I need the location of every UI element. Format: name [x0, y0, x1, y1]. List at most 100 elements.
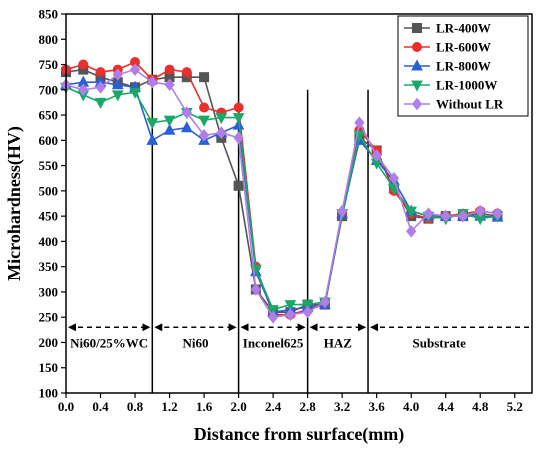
data-point — [405, 206, 418, 218]
data-point — [78, 59, 89, 70]
data-point — [94, 97, 107, 110]
legend-item: LR-400W — [404, 21, 491, 36]
y-tick-label: 800 — [39, 32, 59, 47]
legend-item: LR-800W — [404, 59, 491, 74]
x-tick-label: 0.4 — [92, 399, 109, 414]
x-tick-label: 0.0 — [58, 399, 74, 414]
data-point — [412, 23, 422, 33]
data-point — [164, 64, 175, 75]
data-point — [111, 78, 124, 90]
data-point — [147, 75, 158, 89]
legend-item: LR-1000W — [404, 78, 497, 93]
y-tick-label: 450 — [39, 209, 59, 224]
data-point — [411, 80, 423, 92]
data-point — [457, 209, 469, 223]
data-point — [129, 63, 141, 76]
y-axis-title: Microhardness(HV) — [4, 126, 25, 281]
region-label: Inconel625 — [243, 335, 304, 350]
legend-label: Without LR — [436, 97, 504, 112]
axes-frame — [65, 13, 533, 394]
data-point — [301, 300, 314, 312]
data-point — [492, 207, 503, 220]
data-point — [412, 42, 422, 52]
data-point — [198, 115, 210, 127]
data-point — [146, 118, 159, 130]
y-tick-label: 350 — [39, 259, 59, 274]
series-layer — [60, 57, 504, 324]
data-point — [411, 97, 423, 111]
series-without-lr — [60, 63, 503, 324]
x-tick-label: 1.2 — [161, 399, 177, 414]
region-annotations: Ni60/25%WC Ni60 Inconel625 HAZ Substrate — [68, 14, 529, 393]
data-point — [411, 59, 423, 71]
legend-label: LR-1000W — [436, 78, 497, 93]
data-point — [180, 121, 193, 133]
y-tick-label: 400 — [39, 234, 59, 249]
data-point — [181, 106, 192, 119]
data-point — [111, 90, 124, 102]
data-point — [164, 78, 175, 92]
data-point — [216, 126, 227, 140]
legend-label: LR-600W — [436, 40, 491, 55]
data-point — [354, 116, 365, 129]
legend: LR-400W LR-600W LR-800W LR-1000W Without LR — [397, 15, 529, 117]
data-point — [199, 72, 210, 83]
data-point — [163, 123, 176, 135]
data-point — [112, 68, 123, 81]
y-tick-label: 200 — [39, 335, 59, 350]
y-tick-label: 850 — [39, 7, 59, 22]
data-point — [267, 310, 279, 324]
legend-item: LR-600W — [404, 40, 491, 55]
data-point — [250, 283, 261, 296]
x-tick-label: 2.8 — [300, 399, 317, 414]
data-point — [337, 204, 348, 218]
data-point — [215, 113, 228, 125]
x-tick-label: 4.0 — [403, 399, 419, 414]
y-tick-label: 600 — [39, 133, 59, 148]
x-tick-label: 3.6 — [369, 399, 386, 414]
y-tick-label: 100 — [39, 386, 59, 401]
y-tick-label: 300 — [39, 284, 59, 299]
data-point — [199, 102, 210, 113]
x-tick-label: 3.2 — [334, 399, 350, 414]
data-point — [267, 305, 279, 317]
region-label: Substrate — [413, 335, 467, 350]
y-tick-label: 550 — [39, 158, 59, 173]
data-point — [423, 207, 434, 220]
y-tick-label: 650 — [39, 108, 59, 123]
data-point — [475, 204, 486, 218]
data-point — [146, 133, 159, 145]
data-point — [198, 128, 210, 142]
x-tick-label: 0.8 — [127, 399, 144, 414]
region-label: HAZ — [324, 335, 353, 350]
data-point — [440, 209, 451, 223]
data-point — [233, 102, 244, 113]
x-tick-label: 4.4 — [438, 399, 455, 414]
data-point — [95, 80, 106, 94]
data-point — [284, 300, 297, 312]
x-tick-label: 5.2 — [507, 399, 523, 414]
y-tick-label: 500 — [39, 183, 59, 198]
data-point — [163, 115, 176, 127]
legend-label: LR-800W — [436, 59, 491, 74]
region-label: Ni60 — [182, 335, 208, 350]
region-label: Ni60/25%WC — [70, 335, 148, 350]
legend-item: Without LR — [404, 97, 504, 112]
axes: 100 150 200 250 300 350 400 450 500 550 600 650 700 7… — [39, 7, 533, 414]
data-point — [95, 67, 106, 78]
y-tick-label: 250 — [39, 310, 59, 325]
x-axis-title: Distance from surface(mm) — [194, 424, 405, 445]
data-point — [78, 83, 89, 97]
x-tick-label: 2.0 — [230, 399, 246, 414]
data-point — [232, 113, 245, 125]
x-tick-label: 1.6 — [196, 399, 213, 414]
y-tick-label: 150 — [39, 360, 59, 375]
data-point — [233, 131, 244, 145]
data-point — [302, 305, 313, 319]
data-point — [319, 295, 331, 309]
y-tick-label: 700 — [39, 82, 59, 97]
data-point — [285, 308, 296, 321]
legend-label: LR-400W — [436, 21, 491, 36]
data-point — [129, 87, 141, 99]
